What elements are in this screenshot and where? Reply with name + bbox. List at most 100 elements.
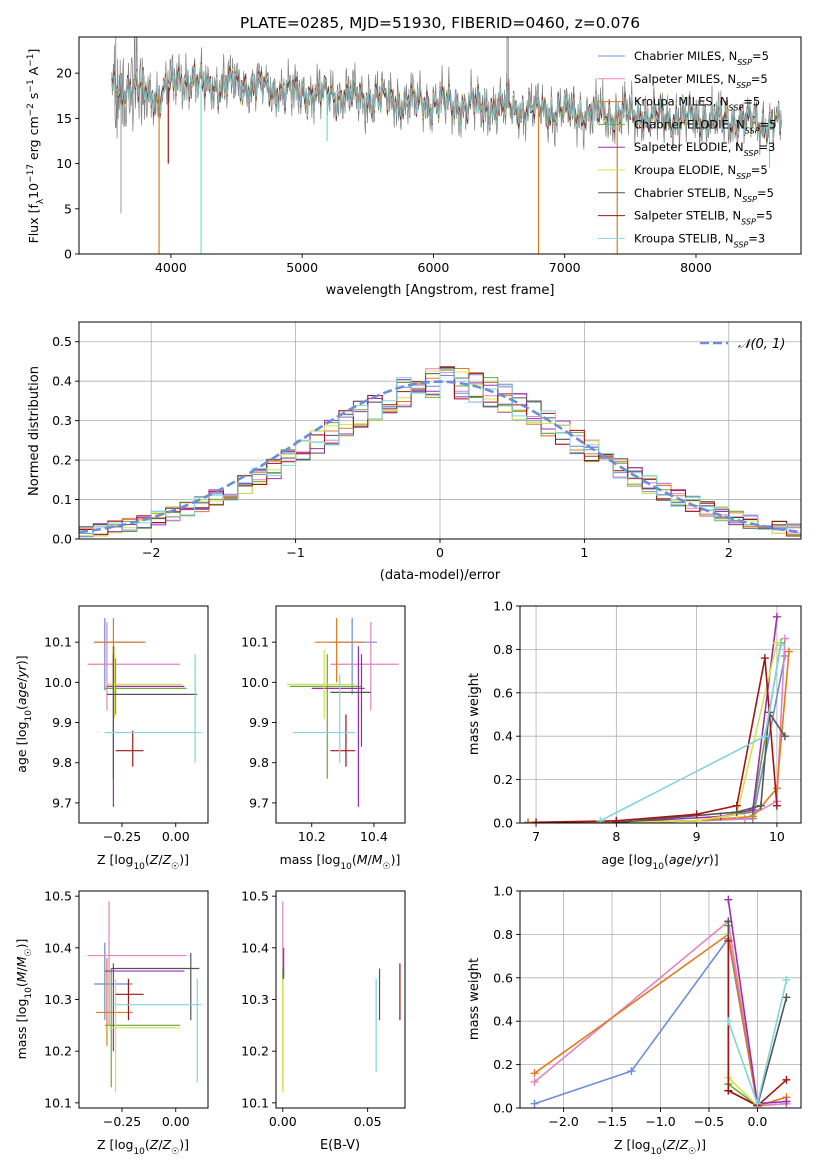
spectrum-xtick-label: 5000 — [286, 260, 318, 275]
residuals-ylabel: Normed distribution — [27, 366, 42, 496]
mass-weight-marker — [772, 801, 781, 810]
age-vs-z-ytick-label: 10.0 — [44, 675, 72, 690]
age-vs-z-ytick-label: 9.9 — [52, 715, 72, 730]
mass-vs-z-ytick-label: 10.1 — [44, 1095, 72, 1110]
mass-vs-z-xtick-label: −0.25 — [103, 1114, 141, 1129]
residuals-ytick-label: 0.5 — [52, 334, 72, 349]
mass-weight-marker — [740, 814, 749, 823]
mass-weight-vs-z-marks — [520, 891, 801, 1108]
residuals-xtick-label: 1 — [580, 545, 588, 560]
mass-weight-marker — [772, 612, 781, 621]
residuals-panel: −2 −1 0 1 2 0.0 0.1 0.2 0.3 0.4 0.5 (data-model)/e… — [27, 321, 802, 583]
residuals-ytick-label: 0.4 — [52, 374, 72, 389]
mass-vs-ebv-xtick-label: 0.05 — [354, 1114, 382, 1129]
residuals-plot-area — [79, 322, 801, 539]
mass-weight-marker — [782, 1097, 791, 1106]
mass-weight-vs-age-xtick-label: 7 — [532, 829, 540, 844]
residuals-xtick-label: 0 — [436, 545, 444, 560]
mass-weight-marker — [692, 810, 701, 819]
age-vs-mass-xlabel: mass [log10(M/M☉)] — [280, 852, 401, 872]
age-vs-mass-ytick-label: 9.8 — [249, 755, 269, 770]
mass-weight-vs-z-ytick-label: 0.0 — [493, 1101, 513, 1116]
residuals-xtick-label: −2 — [142, 545, 160, 560]
spectrum-ticks: 4000 5000 6000 7000 8000 0 5 10 15 20 — [56, 66, 712, 275]
mass-weight-marker — [756, 801, 765, 810]
mass-weight-vs-z-xtick-label: 0.0 — [747, 1114, 767, 1129]
residuals-ytick-label: 0.1 — [52, 492, 72, 507]
mass-weight-line — [527, 655, 786, 823]
age-vs-mass-ytick-label: 9.7 — [249, 795, 269, 810]
mass-weight-vs-z-ylabel: mass weight — [467, 958, 482, 1040]
mass-weight-marker — [780, 732, 789, 741]
mass-weight-line — [599, 644, 782, 822]
mass-weight-marker — [724, 1086, 733, 1095]
mass-vs-z-panel: −0.25 0.00 10.1 10.2 10.3 10.4 10.5 Z [log10(Z… — [14, 889, 209, 1157]
mass-vs-ebv-xtick-label: 0.00 — [269, 1114, 297, 1129]
residuals-marks — [79, 322, 801, 539]
spectrum-legend: Chabrier MILES, NSSP=5 Salpeter MILES, NS… — [598, 49, 776, 249]
age-vs-z-xlabel: Z [log10(Z/Z☉)] — [97, 852, 189, 872]
mass-weight-vs-age-plot-area — [520, 606, 801, 823]
spectrum-marks — [111, 37, 782, 254]
mass-vs-ebv-ytick-label: 10.1 — [241, 1095, 269, 1110]
age-vs-z-ytick-label: 10.1 — [44, 635, 72, 650]
spectrum-xtick-label: 4000 — [155, 260, 187, 275]
mass-weight-vs-z-ytick-label: 0.4 — [493, 1014, 513, 1029]
mass-vs-ebv-panel: 0.00 0.05 10.1 10.2 10.3 10.4 10.5 E(B-V) — [241, 889, 406, 1153]
mass-weight-line — [533, 919, 787, 1107]
mass-weight-line — [527, 651, 790, 823]
age-vs-mass-xtick-label: 10.4 — [360, 829, 388, 844]
mass-vs-ebv-plot-area — [282, 901, 401, 1093]
spectrum-panel: 4000 5000 6000 7000 8000 0 5 10 15 20 wavelength … — [26, 36, 802, 298]
spectrum-ytick-label: 0 — [64, 247, 72, 262]
mass-vs-z-ytick-label: 10.5 — [44, 889, 72, 904]
mass-weight-vs-age-ylabel: mass weight — [467, 673, 482, 755]
mass-weight-marker — [530, 1077, 539, 1086]
spectrum-ytick-label: 10 — [56, 156, 72, 171]
mass-weight-marker — [596, 816, 605, 823]
residuals-xlabel: (data-model)/error — [380, 568, 501, 583]
spectrum-model-line — [111, 62, 782, 140]
spectrum-xtick-label: 8000 — [680, 260, 712, 275]
age-vs-z-xtick-label: 0.00 — [162, 829, 190, 844]
residuals-xtick-label: −1 — [286, 545, 304, 560]
spectrum-xlabel: wavelength [Angstrom, rest frame] — [326, 283, 555, 298]
mass-weight-vs-z-ticks: −2.0 −1.5 −1.0 −0.5 0.0 0.0 0.2 0.4 0.6 0.8 1.0 — [493, 884, 767, 1130]
mass-vs-ebv-ticks: 0.00 0.05 10.1 10.2 10.3 10.4 10.5 — [241, 889, 381, 1129]
mass-weight-marker — [627, 1067, 636, 1076]
mass-weight-vs-age-ytick-label: 0.4 — [493, 729, 513, 744]
figure-title: PLATE=0285, MJD=51930, FIBERID=0460, z=0… — [240, 14, 640, 32]
mass-weight-vs-z-xlabel: Z [log10(Z/Z☉)] — [614, 1137, 706, 1157]
mass-vs-z-plot-area — [87, 901, 202, 1093]
mass-weight-marker — [724, 936, 733, 945]
mass-weight-line — [727, 940, 788, 1107]
mass-weight-marker — [784, 647, 793, 656]
mass-vs-ebv-frame — [275, 890, 406, 1109]
age-vs-z-xtick-label: −0.25 — [103, 829, 141, 844]
age-vs-mass-ytick-label: 10.1 — [241, 635, 269, 650]
gaussian-legend-label: 𝒩(0, 1) — [738, 337, 785, 352]
mass-weight-marker — [782, 975, 791, 984]
age-vs-mass-plot-area — [286, 618, 399, 807]
spectrum-frame — [78, 36, 802, 255]
mass-vs-ebv-ytick-label: 10.3 — [241, 992, 269, 1007]
age-vs-z-ytick-label: 9.7 — [52, 795, 72, 810]
mass-weight-marker — [760, 654, 769, 663]
mass-vs-z-ylabel: mass [log10(M/M☉)] — [14, 939, 34, 1060]
mass-weight-marker — [724, 1017, 733, 1026]
mass-weight-vs-z-ytick-label: 0.8 — [493, 927, 513, 942]
mass-weight-line — [534, 933, 787, 1107]
mass-weight-vs-z-panel: −2.0 −1.5 −1.0 −0.5 0.0 0.0 0.2 0.4 0.6 0.8 1.0 Z … — [467, 884, 802, 1157]
mass-weight-vs-z-ytick-label: 0.2 — [493, 1057, 513, 1072]
spectrum-legend-label: Chabrier ELODIE, NSSP=5 — [634, 117, 776, 135]
spectrum-plot-area — [111, 37, 782, 254]
mass-weight-vs-z-ytick-label: 1.0 — [493, 884, 513, 899]
mass-vs-z-ytick-label: 10.3 — [44, 992, 72, 1007]
mass-vs-z-marks — [87, 901, 202, 1093]
residuals-ytick-label: 0.3 — [52, 413, 72, 428]
age-vs-z-ylabel: age [log10(age/yr)] — [14, 655, 34, 772]
mass-weight-vs-age-frame — [519, 605, 802, 824]
residuals-ytick-label: 0.0 — [52, 532, 72, 547]
mass-weight-marker — [780, 634, 789, 643]
